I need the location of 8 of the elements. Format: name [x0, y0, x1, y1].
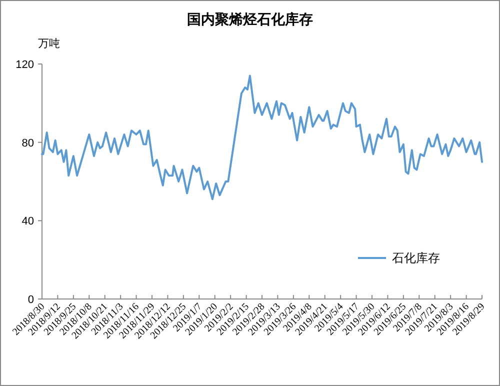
y-tick-label: 0 — [28, 294, 34, 306]
legend-label: 石化库存 — [392, 251, 440, 265]
line-series — [41, 74, 483, 200]
y-axis-title: 万吨 — [38, 37, 60, 50]
y-tick-label: 80 — [22, 137, 34, 150]
y-tick-label: 120 — [16, 59, 34, 71]
chart-title: 国内聚烯烃石化库存 — [187, 11, 313, 27]
y-tick-label: 40 — [22, 216, 34, 228]
